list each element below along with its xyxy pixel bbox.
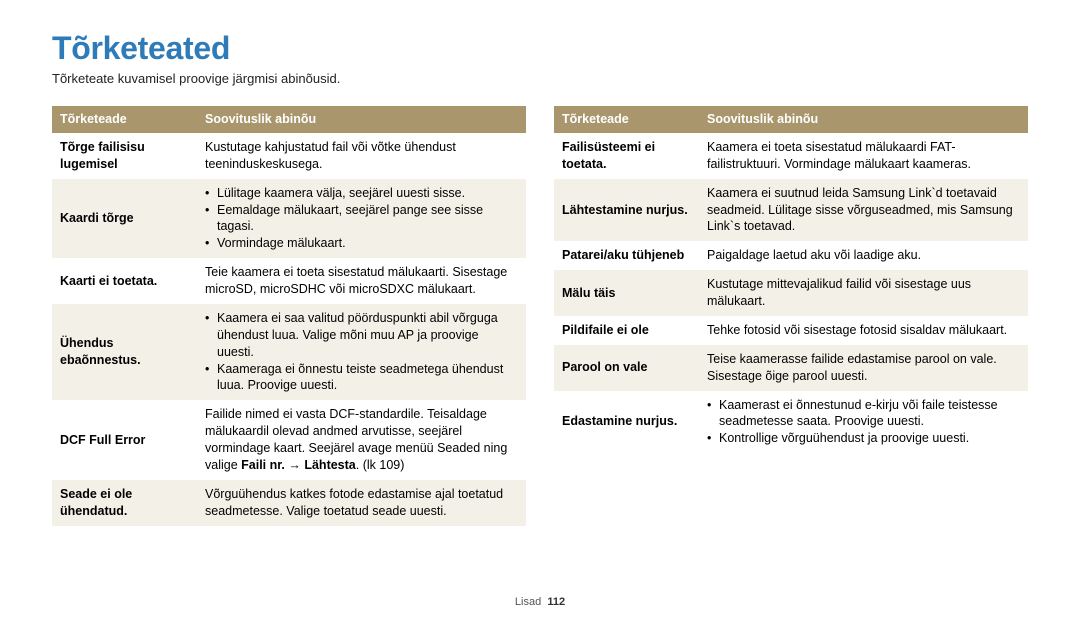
row-body: Teie kaamera ei toeta sisestatud mälukaa… xyxy=(197,258,526,304)
row-body: Kustutage kahjustatud fail või võtke ühe… xyxy=(197,133,526,179)
row-label: Mälu täis xyxy=(554,270,699,316)
table-row: Patarei/aku tühjeneb Paigaldage laetud a… xyxy=(554,241,1028,270)
table-row: Kaardi tõrge Lülitage kaamera välja, see… xyxy=(52,179,526,259)
row-label: DCF Full Error xyxy=(52,400,197,480)
row-body: Kaamerast ei õnnestunud e-kirju või fail… xyxy=(699,391,1028,454)
page-title: Tõrketeated xyxy=(52,30,1028,67)
row-label: Edastamine nurjus. xyxy=(554,391,699,454)
footer-page-number: 112 xyxy=(547,596,565,608)
row-label: Parool on vale xyxy=(554,345,699,391)
left-column: Tõrketeade Soovituslik abinõu Tõrge fail… xyxy=(52,106,526,526)
table-row: Failisüsteemi ei toetata. Kaamera ei toe… xyxy=(554,133,1028,179)
page-footer: Lisad 112 xyxy=(0,596,1080,608)
error-table-left: Tõrketeade Soovituslik abinõu Tõrge fail… xyxy=(52,106,526,526)
row-body: Tehke fotosid või sisestage fotosid sisa… xyxy=(699,316,1028,345)
row-label: Tõrge failisisu lugemisel xyxy=(52,133,197,179)
table-row: Seade ei ole ühendatud. Võrguühendus kat… xyxy=(52,480,526,526)
row-label: Kaardi tõrge xyxy=(52,179,197,259)
th-remedy: Soovituslik abinõu xyxy=(699,106,1028,133)
row-label: Kaarti ei toetata. xyxy=(52,258,197,304)
table-row: Ühendus ebaõnnestus. Kaamera ei saa vali… xyxy=(52,304,526,400)
table-row: Kaarti ei toetata. Teie kaamera ei toeta… xyxy=(52,258,526,304)
row-body: Kaamera ei saa valitud pöörduspunkti abi… xyxy=(197,304,526,400)
row-body: Paigaldage laetud aku või laadige aku. xyxy=(699,241,1028,270)
table-row: Tõrge failisisu lugemisel Kustutage kahj… xyxy=(52,133,526,179)
row-body: Kustutage mittevajalikud failid või sise… xyxy=(699,270,1028,316)
page-subtitle: Tõrketeate kuvamisel proovige järgmisi a… xyxy=(52,71,1028,86)
table-row: Pildifaile ei ole Tehke fotosid või sise… xyxy=(554,316,1028,345)
th-error: Tõrketeade xyxy=(52,106,197,133)
row-label: Failisüsteemi ei toetata. xyxy=(554,133,699,179)
th-error: Tõrketeade xyxy=(554,106,699,133)
table-row: DCF Full Error Failide nimed ei vasta DC… xyxy=(52,400,526,480)
row-body: Failide nimed ei vasta DCF-standardile. … xyxy=(197,400,526,480)
table-row: Edastamine nurjus. Kaamerast ei õnnestun… xyxy=(554,391,1028,454)
row-body: Lülitage kaamera välja, seejärel uuesti … xyxy=(197,179,526,259)
page: Tõrketeated Tõrketeate kuvamisel proovig… xyxy=(0,0,1080,630)
row-body: Kaamera ei toeta sisestatud mälukaardi F… xyxy=(699,133,1028,179)
row-label: Seade ei ole ühendatud. xyxy=(52,480,197,526)
table-row: Lähtestamine nurjus. Kaamera ei suutnud … xyxy=(554,179,1028,242)
th-remedy: Soovituslik abinõu xyxy=(197,106,526,133)
right-column: Tõrketeade Soovituslik abinõu Failisüste… xyxy=(554,106,1028,526)
row-label: Pildifaile ei ole xyxy=(554,316,699,345)
table-row: Mälu täis Kustutage mittevajalikud faili… xyxy=(554,270,1028,316)
two-column-layout: Tõrketeade Soovituslik abinõu Tõrge fail… xyxy=(52,106,1028,526)
row-label: Patarei/aku tühjeneb xyxy=(554,241,699,270)
table-row: Parool on vale Teise kaamerasse failide … xyxy=(554,345,1028,391)
row-label: Lähtestamine nurjus. xyxy=(554,179,699,242)
row-label: Ühendus ebaõnnestus. xyxy=(52,304,197,400)
row-body: Teise kaamerasse failide edastamise paro… xyxy=(699,345,1028,391)
error-table-right: Tõrketeade Soovituslik abinõu Failisüste… xyxy=(554,106,1028,453)
row-body: Kaamera ei suutnud leida Samsung Link`d … xyxy=(699,179,1028,242)
footer-section: Lisad xyxy=(515,596,541,608)
row-body: Võrguühendus katkes fotode edastamise aj… xyxy=(197,480,526,526)
